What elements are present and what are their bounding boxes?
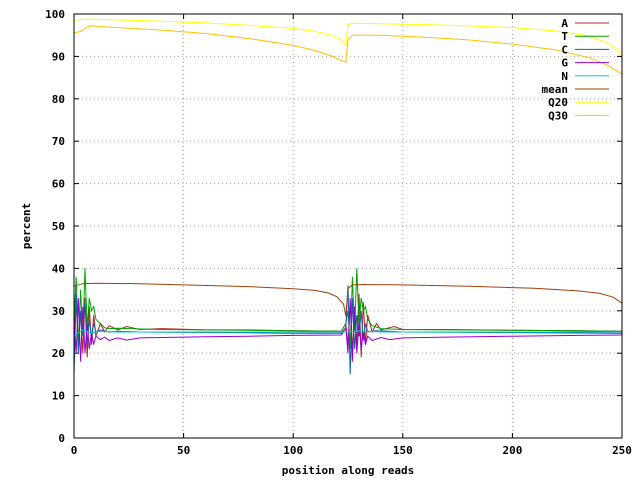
legend-label-c: C [561,43,568,56]
y-tick-label: 30 [52,305,65,318]
y-tick-label: 50 [52,220,65,233]
y-tick-label: 70 [52,135,65,148]
x-tick-label: 150 [393,444,413,457]
y-tick-label: 40 [52,262,65,275]
legend-label-q20: Q20 [548,96,568,109]
y-axis-label: percent [20,203,33,249]
y-tick-label: 0 [58,432,65,445]
series-line-q20 [73,18,623,56]
x-tick-label: 50 [177,444,190,457]
series-line-n [73,329,622,337]
x-tick-label: 200 [502,444,522,457]
y-tick-label: 80 [52,93,65,106]
y-tick-label: 60 [52,178,65,191]
legend-label-a: A [561,17,568,30]
x-tick-label: 100 [283,444,303,457]
series-line-q30 [73,25,623,75]
grid [74,14,622,438]
x-tick-label: 250 [612,444,632,457]
x-axis-label: position along reads [282,464,414,477]
series-line-g [73,298,623,362]
y-tick-label: 10 [52,390,65,403]
plot-frame [73,13,623,439]
x-tick-label: 0 [71,444,78,457]
y-tick-label: 20 [52,347,65,360]
legend-label-q30: Q30 [548,109,568,122]
ticks: 0 10 20 30 40 50 60 70 80 90 100 0 50 100 150 200 250 [45,8,632,457]
legend-label-t: T [561,30,568,43]
series-layer [73,18,623,375]
y-tick-label: 100 [45,8,65,21]
series-line-t [73,268,623,350]
legend-label-g: G [561,57,568,70]
y-tick-label: 90 [52,50,65,63]
legend-label-mean: mean [542,83,569,96]
series-line-mean [73,282,623,316]
legend-label-n: N [561,70,568,83]
